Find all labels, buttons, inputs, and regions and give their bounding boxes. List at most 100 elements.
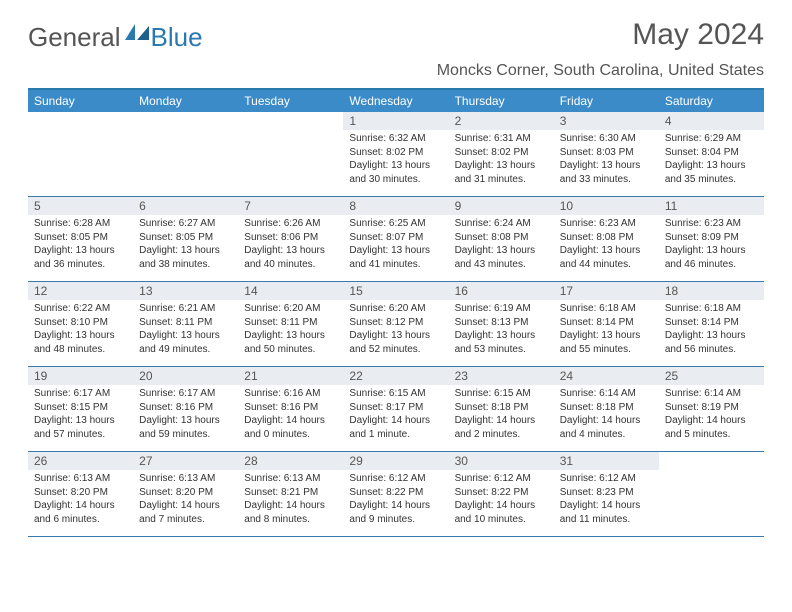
day-number: 15 [343,282,448,300]
day-number: 17 [554,282,659,300]
day-cell: 22Sunrise: 6:15 AMSunset: 8:17 PMDayligh… [343,367,448,451]
day-details: Sunrise: 6:18 AMSunset: 8:14 PMDaylight:… [554,300,659,360]
day-details: Sunrise: 6:25 AMSunset: 8:07 PMDaylight:… [343,215,448,275]
day-number [133,112,238,116]
weekday-header: Wednesday [343,90,448,112]
month-title: May 2024 [437,18,764,52]
day-number: 28 [238,452,343,470]
day-number: 20 [133,367,238,385]
weekday-header: Saturday [659,90,764,112]
day-details: Sunrise: 6:16 AMSunset: 8:16 PMDaylight:… [238,385,343,445]
logo-sail-icon [125,24,149,40]
day-cell-empty [28,112,133,196]
day-details: Sunrise: 6:24 AMSunset: 8:08 PMDaylight:… [449,215,554,275]
day-details: Sunrise: 6:13 AMSunset: 8:21 PMDaylight:… [238,470,343,530]
day-number: 30 [449,452,554,470]
week-row: 5Sunrise: 6:28 AMSunset: 8:05 PMDaylight… [28,197,764,282]
day-number: 21 [238,367,343,385]
location-text: Moncks Corner, South Carolina, United St… [437,62,764,80]
day-number: 4 [659,112,764,130]
day-cell-empty [659,452,764,536]
weekday-header: Friday [554,90,659,112]
day-cell: 16Sunrise: 6:19 AMSunset: 8:13 PMDayligh… [449,282,554,366]
day-cell-empty [133,112,238,196]
day-cell: 3Sunrise: 6:30 AMSunset: 8:03 PMDaylight… [554,112,659,196]
day-number: 12 [28,282,133,300]
day-details: Sunrise: 6:30 AMSunset: 8:03 PMDaylight:… [554,130,659,190]
day-number: 29 [343,452,448,470]
day-cell: 11Sunrise: 6:23 AMSunset: 8:09 PMDayligh… [659,197,764,281]
day-details: Sunrise: 6:32 AMSunset: 8:02 PMDaylight:… [343,130,448,190]
calendar-table: SundayMondayTuesdayWednesdayThursdayFrid… [28,88,764,537]
day-cell: 21Sunrise: 6:16 AMSunset: 8:16 PMDayligh… [238,367,343,451]
day-cell: 9Sunrise: 6:24 AMSunset: 8:08 PMDaylight… [449,197,554,281]
day-details: Sunrise: 6:23 AMSunset: 8:08 PMDaylight:… [554,215,659,275]
day-number [28,112,133,116]
week-row: 12Sunrise: 6:22 AMSunset: 8:10 PMDayligh… [28,282,764,367]
day-details: Sunrise: 6:27 AMSunset: 8:05 PMDaylight:… [133,215,238,275]
day-cell: 17Sunrise: 6:18 AMSunset: 8:14 PMDayligh… [554,282,659,366]
day-cell: 20Sunrise: 6:17 AMSunset: 8:16 PMDayligh… [133,367,238,451]
weekday-header: Monday [133,90,238,112]
day-number: 24 [554,367,659,385]
day-cell-empty [238,112,343,196]
day-details: Sunrise: 6:20 AMSunset: 8:11 PMDaylight:… [238,300,343,360]
day-number: 23 [449,367,554,385]
day-number: 5 [28,197,133,215]
day-cell: 18Sunrise: 6:18 AMSunset: 8:14 PMDayligh… [659,282,764,366]
day-cell: 28Sunrise: 6:13 AMSunset: 8:21 PMDayligh… [238,452,343,536]
day-cell: 19Sunrise: 6:17 AMSunset: 8:15 PMDayligh… [28,367,133,451]
day-cell: 31Sunrise: 6:12 AMSunset: 8:23 PMDayligh… [554,452,659,536]
day-cell: 1Sunrise: 6:32 AMSunset: 8:02 PMDaylight… [343,112,448,196]
week-row: 1Sunrise: 6:32 AMSunset: 8:02 PMDaylight… [28,112,764,197]
day-number: 13 [133,282,238,300]
header-row: General Blue May 2024 Moncks Corner, Sou… [28,18,764,80]
weekday-header: Sunday [28,90,133,112]
day-number: 10 [554,197,659,215]
day-cell: 27Sunrise: 6:13 AMSunset: 8:20 PMDayligh… [133,452,238,536]
day-cell: 13Sunrise: 6:21 AMSunset: 8:11 PMDayligh… [133,282,238,366]
day-details: Sunrise: 6:31 AMSunset: 8:02 PMDaylight:… [449,130,554,190]
day-cell: 7Sunrise: 6:26 AMSunset: 8:06 PMDaylight… [238,197,343,281]
day-number: 3 [554,112,659,130]
day-number: 9 [449,197,554,215]
day-cell: 12Sunrise: 6:22 AMSunset: 8:10 PMDayligh… [28,282,133,366]
day-cell: 29Sunrise: 6:12 AMSunset: 8:22 PMDayligh… [343,452,448,536]
day-number: 26 [28,452,133,470]
day-number: 8 [343,197,448,215]
day-details: Sunrise: 6:20 AMSunset: 8:12 PMDaylight:… [343,300,448,360]
day-cell: 8Sunrise: 6:25 AMSunset: 8:07 PMDaylight… [343,197,448,281]
day-details: Sunrise: 6:12 AMSunset: 8:23 PMDaylight:… [554,470,659,530]
weekday-header: Tuesday [238,90,343,112]
day-cell: 15Sunrise: 6:20 AMSunset: 8:12 PMDayligh… [343,282,448,366]
day-details: Sunrise: 6:21 AMSunset: 8:11 PMDaylight:… [133,300,238,360]
logo-text-blue: Blue [151,22,203,53]
day-details: Sunrise: 6:19 AMSunset: 8:13 PMDaylight:… [449,300,554,360]
day-cell: 26Sunrise: 6:13 AMSunset: 8:20 PMDayligh… [28,452,133,536]
day-cell: 5Sunrise: 6:28 AMSunset: 8:05 PMDaylight… [28,197,133,281]
day-details: Sunrise: 6:15 AMSunset: 8:18 PMDaylight:… [449,385,554,445]
day-number: 7 [238,197,343,215]
day-number: 31 [554,452,659,470]
day-cell: 6Sunrise: 6:27 AMSunset: 8:05 PMDaylight… [133,197,238,281]
day-number: 14 [238,282,343,300]
day-number: 16 [449,282,554,300]
day-details: Sunrise: 6:26 AMSunset: 8:06 PMDaylight:… [238,215,343,275]
weekday-header-row: SundayMondayTuesdayWednesdayThursdayFrid… [28,90,764,112]
day-number: 25 [659,367,764,385]
day-number: 6 [133,197,238,215]
week-row: 19Sunrise: 6:17 AMSunset: 8:15 PMDayligh… [28,367,764,452]
day-details: Sunrise: 6:17 AMSunset: 8:15 PMDaylight:… [28,385,133,445]
day-details: Sunrise: 6:14 AMSunset: 8:18 PMDaylight:… [554,385,659,445]
day-number: 27 [133,452,238,470]
day-details: Sunrise: 6:17 AMSunset: 8:16 PMDaylight:… [133,385,238,445]
calendar-page: General Blue May 2024 Moncks Corner, Sou… [0,0,792,555]
day-details: Sunrise: 6:18 AMSunset: 8:14 PMDaylight:… [659,300,764,360]
day-number: 1 [343,112,448,130]
day-details: Sunrise: 6:14 AMSunset: 8:19 PMDaylight:… [659,385,764,445]
day-details: Sunrise: 6:13 AMSunset: 8:20 PMDaylight:… [133,470,238,530]
day-details: Sunrise: 6:22 AMSunset: 8:10 PMDaylight:… [28,300,133,360]
day-number: 2 [449,112,554,130]
day-details: Sunrise: 6:23 AMSunset: 8:09 PMDaylight:… [659,215,764,275]
day-cell: 10Sunrise: 6:23 AMSunset: 8:08 PMDayligh… [554,197,659,281]
